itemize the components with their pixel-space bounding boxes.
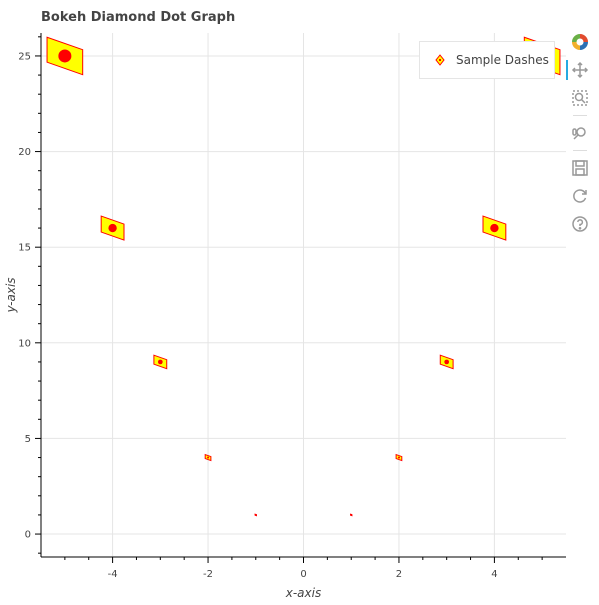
legend[interactable]: Sample Dashes xyxy=(419,41,555,79)
y-tick-label: 20 xyxy=(18,147,31,158)
dash-dot xyxy=(397,456,400,459)
data-point xyxy=(395,453,403,462)
data-point xyxy=(439,354,454,370)
save-icon[interactable] xyxy=(568,156,592,180)
y-axis-label: y-axis xyxy=(4,277,18,313)
dash-dot xyxy=(350,513,353,516)
data-point xyxy=(482,215,507,241)
toolbar-divider xyxy=(573,115,587,116)
toolbar-divider xyxy=(573,150,587,151)
grid xyxy=(41,33,566,557)
y-tick-label: 25 xyxy=(18,51,31,62)
data-point xyxy=(153,354,168,370)
data-point xyxy=(100,215,125,241)
bokeh-logo-icon[interactable] xyxy=(568,30,592,54)
y-tick-label: 15 xyxy=(18,243,31,254)
data-point xyxy=(204,453,212,462)
dash-dot xyxy=(157,359,163,365)
pan-icon[interactable] xyxy=(566,58,592,82)
help-icon[interactable] xyxy=(568,212,592,236)
box-zoom-icon[interactable] xyxy=(568,86,592,110)
dash-dot xyxy=(490,223,499,233)
x-axis-label: x-axis xyxy=(285,586,321,600)
x-tick-label: 2 xyxy=(396,569,402,580)
dash-dot xyxy=(108,223,117,233)
wheel-zoom-icon[interactable] xyxy=(568,121,592,145)
x-tick-label: -2 xyxy=(203,569,213,580)
dash-dot xyxy=(444,359,450,365)
y-tick-label: 5 xyxy=(25,434,31,445)
dash-dot xyxy=(207,456,210,459)
axes: -4 -2 0 2 4 0 5 10 15 20 25 xyxy=(18,33,566,580)
y-tick-label: 0 xyxy=(25,530,31,541)
dash-dot xyxy=(58,49,72,63)
reset-icon[interactable] xyxy=(568,184,592,208)
toolbar xyxy=(566,28,594,238)
x-tick-label: 0 xyxy=(300,569,306,580)
data-point xyxy=(254,513,257,517)
chart-title: Bokeh Diamond Dot Graph xyxy=(41,10,236,25)
data-point xyxy=(350,513,353,517)
dash-dot xyxy=(254,513,257,516)
legend-label: Sample Dashes xyxy=(456,53,549,67)
x-tick-label: 4 xyxy=(491,569,497,580)
y-tick-label: 10 xyxy=(18,338,31,349)
x-tick-label: -4 xyxy=(108,569,118,580)
data-point xyxy=(46,36,84,76)
legend-glyph-diamond-icon xyxy=(435,54,445,66)
